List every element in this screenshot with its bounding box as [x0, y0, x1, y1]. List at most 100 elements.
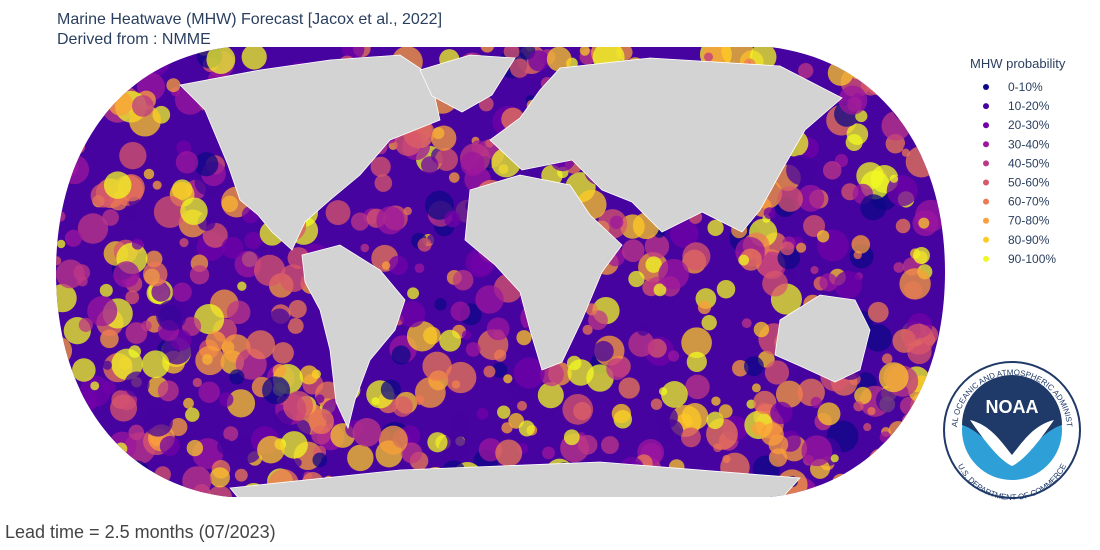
field-blob: [854, 386, 872, 405]
field-blob: [179, 237, 189, 248]
field-blob: [680, 427, 701, 448]
field-blob: [685, 374, 710, 400]
field-blob: [90, 381, 100, 391]
south-america: [301, 244, 406, 430]
field-blob: [99, 437, 115, 453]
field-blob: [888, 421, 909, 441]
field-blob: [96, 465, 117, 485]
field-blob: [751, 421, 767, 436]
field-blob: [157, 380, 179, 402]
field-blob: [501, 422, 513, 434]
field-blob: [832, 188, 841, 197]
field-blob: [241, 47, 267, 70]
field-blob: [764, 360, 790, 385]
field-blob: [628, 330, 655, 357]
field-blob: [768, 434, 789, 455]
legend-marker: [983, 179, 989, 186]
field-blob: [56, 71, 86, 100]
field-blob: [56, 336, 73, 366]
field-blob: [185, 407, 200, 422]
field-blob: [896, 47, 915, 57]
field-blob: [669, 219, 699, 248]
logo-name: NOAA: [986, 397, 1039, 417]
field-blob: [175, 150, 199, 174]
field-blob: [667, 350, 680, 362]
field-blob: [308, 408, 335, 435]
legend-label: 60-70%: [1008, 195, 1050, 209]
field-blob: [711, 396, 721, 406]
field-blob: [895, 87, 923, 115]
field-blob: [221, 236, 244, 259]
field-blob: [902, 413, 918, 429]
field-blob: [563, 429, 580, 446]
field-blob: [718, 404, 733, 419]
field-blob: [579, 47, 590, 56]
field-blob: [156, 300, 187, 331]
field-blob: [78, 317, 93, 332]
greenland: [419, 54, 516, 113]
field-blob: [853, 400, 864, 412]
field-blob: [918, 217, 930, 229]
field-blob: [762, 270, 788, 297]
field-blob: [207, 485, 233, 497]
field-blob: [566, 355, 582, 371]
field-blob: [867, 301, 889, 323]
field-blob: [460, 151, 485, 177]
field-blob: [492, 362, 508, 378]
field-blob: [864, 324, 892, 352]
field-blob: [198, 381, 221, 403]
field-blob: [376, 206, 405, 235]
field-blob: [119, 142, 147, 170]
field-blob: [280, 431, 308, 459]
field-blob: [810, 265, 819, 275]
legend-marker: [983, 198, 989, 205]
field-blob: [658, 258, 689, 290]
legend-title: MHW probability: [970, 56, 1066, 71]
antarctica: [229, 461, 801, 497]
field-blob: [900, 80, 921, 101]
field-blob: [153, 196, 186, 228]
field-blob: [893, 262, 905, 273]
field-blob: [722, 454, 731, 464]
field-blob: [325, 200, 351, 226]
field-blob: [151, 282, 171, 302]
field-blob: [904, 466, 934, 497]
field-blob: [161, 485, 171, 496]
field-blob: [73, 426, 85, 438]
field-blob: [706, 411, 724, 430]
field-blob: [431, 125, 457, 151]
field-blob: [189, 265, 210, 285]
field-blob: [741, 318, 752, 329]
field-blob: [721, 47, 754, 67]
field-blob: [621, 239, 645, 263]
field-blob: [64, 229, 82, 247]
field-blob: [244, 231, 262, 250]
field-blob: [246, 330, 276, 360]
field-blob: [381, 261, 391, 270]
field-blob: [102, 360, 112, 370]
field-blob: [915, 199, 945, 232]
field-blob: [892, 92, 922, 122]
field-blob: [921, 73, 945, 102]
field-blob: [743, 356, 764, 377]
field-blob: [262, 376, 291, 405]
field-blob: [288, 299, 307, 319]
field-blob: [350, 212, 370, 231]
field-blob: [209, 467, 230, 488]
field-blob: [763, 207, 776, 219]
map: [56, 47, 945, 497]
field-blob: [542, 446, 555, 460]
field-blob: [99, 283, 113, 297]
field-blob: [704, 52, 713, 62]
field-blob: [912, 109, 924, 120]
field-blob: [67, 90, 81, 104]
field-blob: [445, 361, 477, 394]
field-blob: [819, 273, 838, 292]
field-blob: [257, 435, 285, 464]
field-blob: [206, 47, 236, 74]
field-blob: [682, 242, 711, 271]
field-blob: [503, 47, 520, 60]
field-blob: [681, 403, 709, 430]
field-blob: [588, 310, 608, 331]
field-blob: [226, 300, 251, 325]
